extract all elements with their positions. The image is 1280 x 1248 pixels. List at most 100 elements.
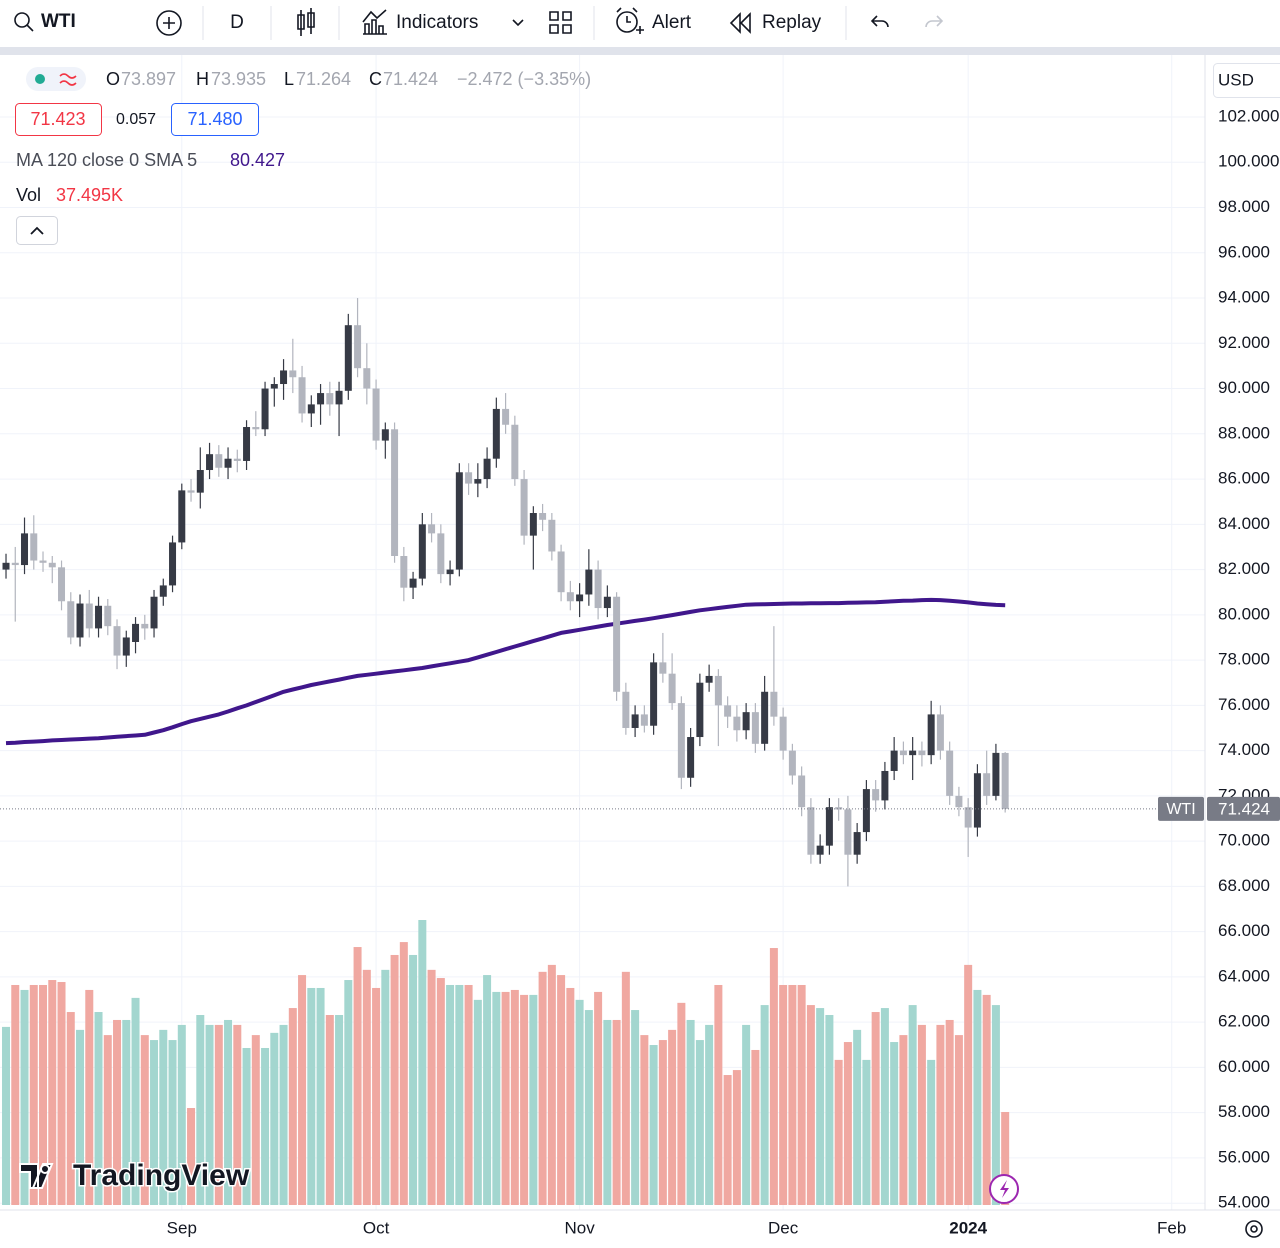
candle-body bbox=[585, 569, 593, 595]
candle-body bbox=[835, 807, 843, 810]
candle-body bbox=[946, 750, 954, 796]
candle-body bbox=[899, 750, 907, 756]
candle-body bbox=[964, 807, 972, 828]
volume-bar bbox=[566, 987, 575, 1205]
watermark: TradingView bbox=[19, 1157, 251, 1193]
candle-body bbox=[844, 809, 852, 855]
change: −2.472 (−3.35%) bbox=[457, 69, 591, 89]
high-value: 73.935 bbox=[211, 69, 266, 89]
volume-bar bbox=[927, 1059, 936, 1205]
volume-bar bbox=[520, 994, 529, 1205]
volume-bar bbox=[492, 991, 501, 1205]
y-tick-label: 62.000 bbox=[1218, 1012, 1270, 1031]
candle-body bbox=[428, 524, 436, 534]
toolbar: WTI D Indicators Alert Replay bbox=[14, 6, 944, 40]
buy-box[interactable] bbox=[171, 103, 259, 136]
interval[interactable]: D bbox=[230, 12, 244, 33]
symbol[interactable]: WTI bbox=[41, 11, 76, 32]
volume-bar bbox=[103, 1035, 112, 1205]
y-tick-label: 74.000 bbox=[1218, 740, 1270, 759]
volume-bar bbox=[2, 1026, 11, 1205]
candle-body bbox=[141, 623, 149, 629]
volume-bar bbox=[39, 984, 48, 1205]
candle-body bbox=[252, 427, 260, 430]
layout-button[interactable] bbox=[549, 11, 572, 34]
volume-bar bbox=[233, 1024, 242, 1205]
ask: 71.480 bbox=[187, 109, 242, 129]
candle-body bbox=[936, 714, 944, 751]
candle-body bbox=[927, 714, 935, 756]
volume-bar bbox=[908, 1005, 917, 1205]
chart-type-button[interactable] bbox=[297, 8, 315, 36]
volume-bar bbox=[917, 1024, 926, 1205]
y-tick-label: 100.000 bbox=[1218, 152, 1279, 171]
volume-bar bbox=[20, 989, 29, 1205]
volume-bar bbox=[473, 999, 482, 1205]
volume-bar bbox=[94, 1012, 103, 1205]
volume-bar bbox=[557, 975, 566, 1205]
candle-body bbox=[437, 533, 445, 575]
indicators-button[interactable]: Indicators bbox=[396, 12, 478, 33]
candle-body bbox=[992, 752, 1000, 796]
undo-button[interactable] bbox=[870, 15, 889, 28]
volume-bar bbox=[307, 987, 316, 1205]
volume-bar bbox=[834, 1059, 843, 1205]
last-price-text: 71.424 bbox=[1218, 799, 1270, 818]
candle-body bbox=[539, 513, 547, 520]
candle-body bbox=[548, 519, 556, 552]
volume-bar bbox=[48, 980, 57, 1205]
sell-box[interactable] bbox=[15, 103, 102, 136]
settings-button[interactable] bbox=[1245, 1220, 1263, 1238]
add-symbol-button[interactable] bbox=[156, 10, 182, 36]
candle-body bbox=[825, 807, 833, 846]
volume-bar bbox=[640, 1035, 649, 1205]
search-icon[interactable] bbox=[14, 12, 30, 28]
alert-icon bbox=[616, 11, 638, 33]
redo-button[interactable] bbox=[925, 15, 944, 28]
candle-body bbox=[215, 454, 223, 468]
axes: Sep Oct Nov Dec 2024 Feb 54.000 56.000 58.000 60.… bbox=[167, 106, 1280, 1237]
volume-bar bbox=[668, 1029, 677, 1205]
search-icon-handle bbox=[26, 24, 34, 32]
candle-body bbox=[511, 424, 519, 480]
ma-value: 80.427 bbox=[230, 150, 285, 170]
candle-body bbox=[455, 472, 463, 570]
bid: 71.423 bbox=[30, 109, 85, 129]
settings-icon bbox=[1250, 1225, 1258, 1233]
volume-bar bbox=[159, 1029, 168, 1205]
price-axis bbox=[1205, 55, 1280, 1248]
volume-bar bbox=[372, 987, 381, 1205]
candle-body bbox=[733, 716, 741, 731]
volume-bar bbox=[214, 1024, 223, 1205]
y-tick-label: 56.000 bbox=[1218, 1147, 1270, 1166]
candle-body bbox=[566, 592, 574, 602]
candle-body bbox=[104, 605, 112, 627]
candle-body bbox=[280, 370, 288, 385]
alert-button[interactable]: Alert bbox=[652, 12, 692, 33]
volume-bar bbox=[57, 982, 66, 1205]
candle-body bbox=[853, 832, 861, 855]
candle-body bbox=[354, 325, 362, 369]
volume-bar bbox=[76, 1029, 85, 1205]
volume-bar bbox=[538, 971, 547, 1205]
candle-body bbox=[335, 390, 343, 405]
y-tick-label: 66.000 bbox=[1218, 921, 1270, 940]
collapse-legend-button[interactable] bbox=[16, 216, 58, 245]
y-tick-label: 88.000 bbox=[1218, 423, 1270, 442]
candle-body bbox=[798, 775, 806, 808]
volume-bar bbox=[418, 920, 427, 1205]
chevron-up bbox=[30, 226, 44, 235]
volume-bar bbox=[594, 991, 603, 1205]
candle-body bbox=[742, 712, 750, 731]
high-key: H bbox=[196, 69, 209, 89]
replay-button[interactable]: Replay bbox=[762, 12, 822, 33]
volume-bar bbox=[751, 1049, 760, 1205]
volume-bar bbox=[270, 1032, 279, 1205]
volume-bar bbox=[705, 1024, 714, 1205]
dropdown-chevron[interactable] bbox=[512, 19, 524, 27]
x-tick-label: 2024 bbox=[949, 1218, 987, 1237]
volume-bar bbox=[575, 999, 584, 1205]
logo-text: TradingView bbox=[73, 1159, 250, 1192]
currency-box[interactable] bbox=[1213, 63, 1280, 98]
